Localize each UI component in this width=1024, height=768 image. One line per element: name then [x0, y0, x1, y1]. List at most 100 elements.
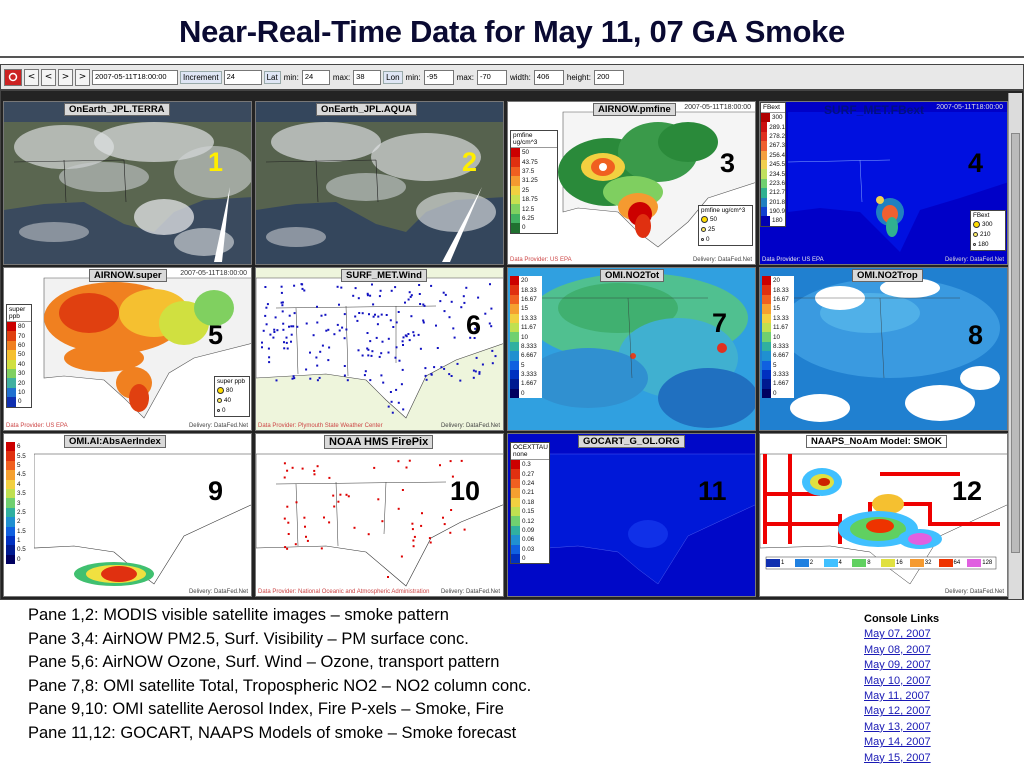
pane-10[interactable]: NOAA HMS FirePix 10 Data Provider: Natio…	[255, 433, 504, 597]
console-link[interactable]: May 11, 2007	[864, 690, 930, 703]
wind-marker	[376, 323, 379, 326]
legend-value: 3	[17, 499, 21, 507]
width-input[interactable]: 406	[533, 69, 564, 85]
pane-title: SURF_MET.Wind	[341, 269, 427, 282]
fire-pixel	[291, 466, 294, 469]
console-link[interactable]: May 14, 2007	[864, 736, 931, 749]
wind-marker	[346, 379, 349, 382]
pane-6[interactable]: SURF_MET.Wind 6 Data Provider: Plymouth …	[255, 267, 504, 431]
legend-swatch	[511, 516, 520, 526]
legend-value: 0	[521, 389, 525, 397]
pane-7[interactable]: OMI.NO2Tot 20 18.33 16.67 15 13.33 11.67 10 8.3…	[507, 267, 756, 431]
fire-pixel	[313, 469, 316, 472]
legend-header: super ppb	[217, 378, 246, 385]
legend-value: 3.5	[17, 490, 26, 498]
fire-pixel	[401, 489, 404, 491]
console-link[interactable]: May 13, 2007	[864, 720, 931, 733]
legend-row: 5	[510, 360, 542, 370]
legend-value: 1.667	[521, 380, 537, 388]
legend-swatch	[761, 216, 770, 226]
legend-no2tot: 20 18.33 16.67 15 13.33 11.67 10 8.333 6.667 5 3.3…	[510, 276, 542, 399]
wind-marker	[430, 373, 433, 376]
legend-row: 1.667	[510, 379, 542, 389]
legend-swatch	[909, 559, 924, 567]
pane-9[interactable]: OMI.AI:AbsAerIndex 6 5.5 5 4.5 4 3.5 3 2.5 2 1.5 1…	[3, 433, 252, 597]
legend-value: 20	[18, 379, 26, 387]
wind-marker	[343, 374, 346, 377]
pane-4[interactable]: SURF_MET.FBext 2007-05-11T18:00:00 FBext…	[759, 101, 1008, 265]
last-button[interactable]: >	[75, 68, 90, 86]
wind-marker	[327, 328, 330, 331]
wind-marker	[303, 289, 306, 292]
pane-5[interactable]: AIRNOW.super 2007-05-11T18:00:00 super p…	[3, 267, 252, 431]
wind-marker	[265, 323, 268, 326]
pane-12[interactable]: NAAPS_NoAm Model: SMOK 1 2 4 8 16 32 64 128 12 …	[759, 433, 1008, 597]
legend-row: 15	[762, 304, 794, 314]
legend-header: FBext	[761, 103, 785, 113]
legend-swatch	[6, 498, 15, 508]
wind-marker	[269, 333, 272, 336]
console-link[interactable]: May 15, 2007	[864, 751, 931, 764]
console-link[interactable]: May 07, 2007	[864, 628, 931, 641]
wind-marker	[402, 408, 405, 411]
next-button[interactable]: >	[58, 68, 73, 86]
legend-row: 31.25	[511, 176, 557, 186]
wind-marker	[366, 292, 369, 295]
legend-fbext-dots: FBext 300 210 180	[970, 210, 1006, 251]
lat-max-input[interactable]: 38	[353, 69, 382, 85]
pane-8[interactable]: OMI.NO2Trop 20 18.33 16.67 15 13.33 11.67 10 8.…	[759, 267, 1008, 431]
prev-button[interactable]: <	[41, 68, 56, 86]
vertical-scrollbar[interactable]	[1008, 93, 1022, 599]
lon-min-input[interactable]: -95	[423, 69, 454, 85]
legend-header: pmfine ug/cm^3	[701, 207, 746, 214]
legend-swatch	[761, 159, 768, 170]
datetime-input[interactable]: 2007-05-11T18:00:00	[92, 69, 178, 85]
map-ozone	[4, 268, 251, 430]
first-button[interactable]: <	[24, 68, 39, 86]
wind-marker	[325, 329, 328, 332]
console-link[interactable]: May 08, 2007	[864, 643, 931, 656]
legend-value: 50	[710, 215, 718, 223]
pane-3[interactable]: AIRNOW.pmfine 2007-05-11T18:00:00 pmfine…	[507, 101, 756, 265]
fire-pixel	[328, 521, 331, 524]
fire-pixel	[284, 546, 287, 549]
wind-marker	[382, 381, 385, 384]
lat-min-input[interactable]: 24	[301, 69, 330, 85]
console-link[interactable]: May 12, 2007	[864, 705, 931, 718]
lon-max-input[interactable]: -70	[477, 69, 507, 85]
legend-row: 0.24	[511, 478, 549, 489]
legend-value: 4	[17, 480, 21, 488]
legend-row: 289.1	[761, 122, 785, 132]
wind-marker	[476, 317, 479, 320]
legend-value: 300	[772, 114, 783, 122]
wind-marker	[410, 294, 413, 297]
data-provider: Data Provider: US EPA	[762, 257, 824, 263]
legend-swatch	[510, 313, 519, 323]
legend-value: 80	[18, 323, 26, 331]
height-input[interactable]: 200	[593, 69, 624, 85]
pane-1[interactable]: OnEarth_JPL.TERRA 1	[3, 101, 252, 265]
map-firepix	[256, 434, 503, 596]
go-button[interactable]	[4, 68, 22, 86]
fire-pixel	[412, 539, 415, 542]
console-link[interactable]: May 10, 2007	[864, 674, 931, 687]
pane-11[interactable]: GOCART_G_OL.ORG OCEXTTAU none 0.3 0.27 0.2…	[507, 433, 756, 597]
legend-value: 11.67	[773, 324, 789, 332]
increment-input[interactable]: 24	[223, 69, 262, 85]
legend-value: 190.9	[769, 208, 785, 216]
fire-pixel	[313, 473, 316, 476]
scroll-thumb[interactable]	[1011, 133, 1020, 553]
console-link[interactable]: May 09, 2007	[864, 659, 931, 672]
legend-value: 70	[18, 332, 26, 340]
legend-value: 289.1	[769, 123, 785, 131]
legend-rows: 300 289.1 278.2 267.3 256.4 245.5 234.5 223.6 21…	[761, 113, 785, 226]
legend-value: 5	[521, 361, 525, 369]
wind-marker	[356, 319, 359, 322]
pane-2[interactable]: OnEarth_JPL.AQUA 2	[255, 101, 504, 265]
legend-swatch	[511, 488, 520, 498]
wind-marker	[290, 340, 292, 343]
pane-title: AIRNOW.pmfine	[593, 103, 676, 116]
legend-value: 1.667	[773, 380, 789, 388]
legend-value: 245.5	[769, 161, 785, 169]
legend-row: 234.5	[761, 169, 785, 179]
